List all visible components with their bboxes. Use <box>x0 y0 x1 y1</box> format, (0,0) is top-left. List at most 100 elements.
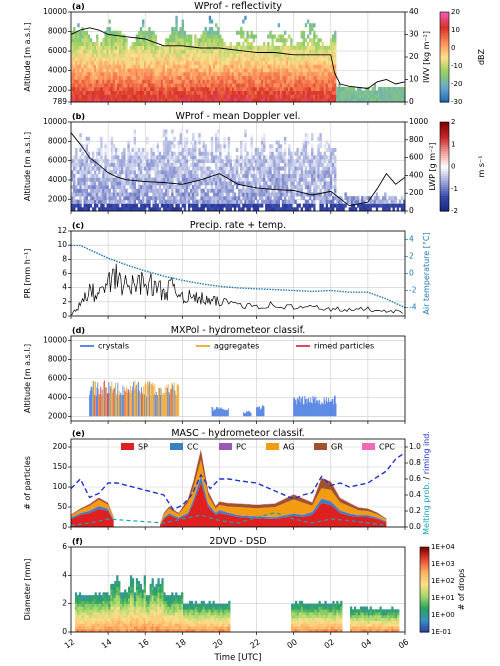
reflectivity-cell <box>150 94 153 99</box>
reflectivity-cell <box>221 87 224 92</box>
doppler-cell <box>148 196 151 201</box>
doppler-cell <box>269 203 272 208</box>
doppler-cell <box>96 196 99 201</box>
reflectivity-cell <box>302 90 306 95</box>
reflectivity-cell <box>246 57 249 62</box>
reflectivity-cell <box>244 75 247 80</box>
reflectivity-cell <box>300 57 304 62</box>
reflectivity-cell <box>208 57 212 62</box>
doppler-cell <box>206 159 210 164</box>
doppler-cell <box>154 188 157 193</box>
doppler-cell <box>183 159 187 164</box>
reflectivity-cell <box>321 90 324 95</box>
reflectivity-cell <box>187 68 191 73</box>
doppler-cell <box>311 144 314 149</box>
reflectivity-cell <box>331 49 335 54</box>
doppler-cell <box>91 151 95 156</box>
reflectivity-cell <box>131 49 134 54</box>
reflectivity-cell <box>177 75 180 80</box>
doppler-cell <box>187 196 191 201</box>
reflectivity-cell <box>171 87 174 92</box>
reflectivity-cell <box>194 83 197 88</box>
doppler-cell <box>148 188 151 193</box>
doppler-cell <box>379 199 383 204</box>
reflectivity-cell <box>164 57 168 62</box>
reflectivity-cell <box>116 90 120 95</box>
reflectivity-cell <box>87 64 91 69</box>
reflectivity-cell <box>158 87 162 92</box>
reflectivity-cell <box>292 87 295 92</box>
doppler-cell <box>175 155 178 160</box>
doppler-cell <box>323 192 326 197</box>
dsd-cell <box>74 600 78 604</box>
doppler-cell <box>313 162 316 167</box>
doppler-cell <box>227 196 230 201</box>
doppler-cell <box>217 140 220 145</box>
reflectivity-cell <box>231 57 235 62</box>
doppler-cell <box>221 188 224 193</box>
dsd-cell <box>74 615 78 619</box>
doppler-cell <box>173 136 176 141</box>
reflectivity-cell <box>81 75 84 80</box>
reflectivity-cell <box>210 34 214 39</box>
reflectivity-cell <box>229 72 233 77</box>
reflectivity-cell <box>388 98 391 103</box>
reflectivity-cell <box>85 45 88 50</box>
reflectivity-cell <box>402 98 406 103</box>
doppler-cell <box>363 203 366 208</box>
reflectivity-cell <box>254 94 258 99</box>
doppler-cell <box>331 159 335 164</box>
reflectivity-cell <box>152 64 155 69</box>
doppler-cell <box>171 185 174 190</box>
doppler-cell <box>189 151 193 156</box>
doppler-cell <box>246 203 249 208</box>
reflectivity-cell <box>267 79 270 84</box>
doppler-cell <box>173 166 176 171</box>
reflectivity-cell <box>290 64 293 69</box>
doppler-cell <box>260 136 264 141</box>
doppler-cell <box>363 196 366 201</box>
doppler-cell <box>192 155 195 160</box>
reflectivity-cell <box>179 42 182 47</box>
doppler-cell <box>137 170 141 175</box>
doppler-cell <box>102 192 105 197</box>
doppler-cell <box>346 199 349 204</box>
colorbar-cell <box>440 79 449 83</box>
doppler-cell <box>277 203 281 208</box>
reflectivity-cell <box>308 57 312 62</box>
doppler-cell <box>129 151 132 156</box>
reflectivity-cell <box>252 53 255 58</box>
doppler-cell <box>100 151 103 156</box>
doppler-cell <box>279 155 283 160</box>
doppler-cell <box>198 185 201 190</box>
colorbar-cell <box>440 126 449 130</box>
reflectivity-cell <box>221 79 224 84</box>
reflectivity-cell <box>116 94 120 99</box>
reflectivity-cell <box>104 75 107 80</box>
reflectivity-cell <box>265 98 268 103</box>
reflectivity-cell <box>87 42 91 47</box>
doppler-cell <box>202 166 205 171</box>
reflectivity-cell <box>252 75 255 80</box>
reflectivity-cell <box>300 94 304 99</box>
doppler-cell <box>248 159 251 164</box>
right-axis-label: Melting prob. / riming ind. <box>422 431 431 535</box>
doppler-cell <box>91 196 95 201</box>
doppler-cell <box>77 177 80 182</box>
doppler-cell <box>208 207 212 212</box>
doppler-cell <box>290 173 293 178</box>
reflectivity-cell <box>104 83 107 88</box>
doppler-cell <box>169 185 172 190</box>
reflectivity-cell <box>123 57 126 62</box>
doppler-cell <box>286 207 289 212</box>
doppler-cell <box>96 173 99 178</box>
doppler-cell <box>102 185 105 190</box>
reflectivity-cell <box>102 53 105 58</box>
reflectivity-cell <box>248 60 251 65</box>
reflectivity-cell <box>100 83 103 88</box>
doppler-cell <box>116 203 120 208</box>
doppler-cell <box>139 203 143 208</box>
reflectivity-cell <box>208 75 212 80</box>
reflectivity-cell <box>317 49 320 54</box>
y-tick-label: 12 <box>57 226 67 235</box>
